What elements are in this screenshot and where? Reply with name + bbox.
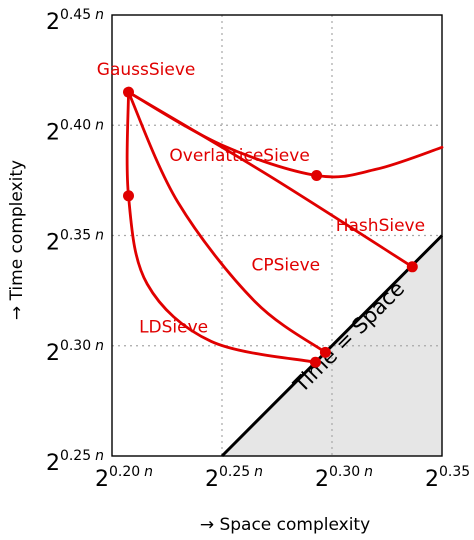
y-tick-label: 20.30 n bbox=[46, 338, 104, 366]
x-axis-title: → Space complexity bbox=[200, 515, 370, 535]
data-point-marker bbox=[123, 87, 134, 98]
data-point-marker bbox=[123, 190, 134, 201]
curve-hashsieve bbox=[129, 92, 413, 267]
data-point-marker bbox=[311, 170, 322, 181]
y-tick-labels: 20.25 n20.30 n20.35 n20.40 n20.45 n bbox=[46, 7, 104, 476]
x-tick-labels: 20.20n 20.25n 20.30n 20.35n bbox=[95, 464, 474, 492]
y-tick-label: 20.40 n bbox=[46, 117, 104, 145]
curve-cpsieve bbox=[129, 92, 326, 352]
label-gausssieve: GaussSieve bbox=[97, 60, 196, 80]
x-tick-label: 20.20 n bbox=[95, 464, 153, 492]
x-tick-label: 20.25 n bbox=[205, 464, 263, 492]
data-point-marker bbox=[310, 357, 321, 368]
label-ldsieve: LDSieve bbox=[139, 318, 208, 338]
label-overlatticesieve: OverlatticeSieve bbox=[169, 146, 309, 166]
y-tick-label: 20.45 n bbox=[46, 7, 104, 35]
y-axis-title: → Time complexity bbox=[7, 160, 27, 320]
data-point-marker bbox=[320, 347, 331, 358]
y-tick-label: 20.35 n bbox=[46, 228, 104, 256]
label-hashsieve: HashSieve bbox=[336, 216, 425, 236]
x-tick-label: 20.35n bbox=[425, 464, 474, 492]
label-cpsieve: CPSieve bbox=[251, 255, 320, 275]
data-point-marker bbox=[407, 261, 418, 272]
x-tick-label: 20.30 n bbox=[315, 464, 373, 492]
